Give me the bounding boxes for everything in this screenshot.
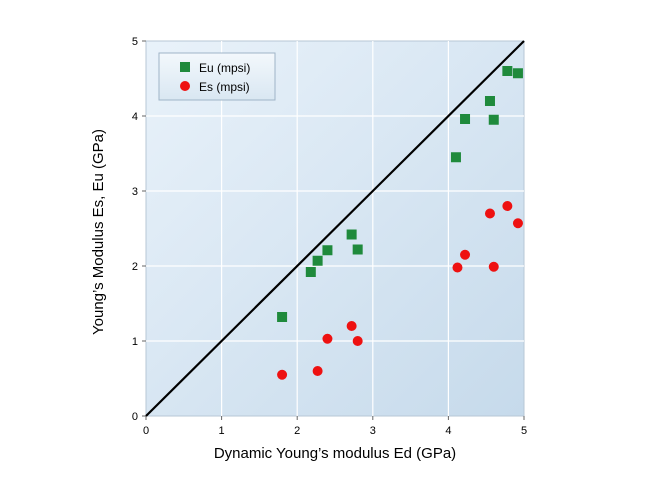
data-point-eu bbox=[502, 66, 513, 76]
y-tick-label: 2 bbox=[132, 261, 138, 273]
legend: Eu (mpsi) Es (mpsi) bbox=[158, 52, 276, 101]
y-tick-label: 4 bbox=[132, 111, 138, 123]
data-point-es bbox=[277, 369, 288, 380]
data-point-eu bbox=[352, 244, 363, 255]
data-point-es bbox=[312, 366, 323, 376]
data-point-eu bbox=[512, 68, 523, 79]
data-point-eu bbox=[488, 114, 499, 125]
data-points bbox=[277, 66, 523, 380]
data-point-eu bbox=[277, 312, 288, 322]
legend-marker-es bbox=[180, 81, 190, 91]
y-tick-label: 3 bbox=[132, 186, 138, 198]
x-tick-label: 4 bbox=[445, 425, 451, 437]
x-tick-label: 0 bbox=[143, 425, 149, 437]
data-point-eu bbox=[305, 267, 316, 277]
y-tick-label: 5 bbox=[132, 36, 138, 48]
x-tick-label: 2 bbox=[294, 425, 300, 437]
legend-label-es: Es (mpsi) bbox=[199, 80, 250, 94]
data-point-es bbox=[452, 262, 463, 273]
data-point-es bbox=[512, 218, 523, 229]
data-point-eu bbox=[322, 245, 333, 256]
data-point-es bbox=[322, 333, 333, 344]
data-point-eu bbox=[346, 229, 357, 240]
legend-box bbox=[158, 52, 276, 101]
x-tick-label: 3 bbox=[370, 425, 376, 437]
data-point-es bbox=[484, 208, 495, 219]
y-tick-label: 1 bbox=[132, 336, 138, 348]
data-point-es bbox=[460, 249, 471, 260]
y-axis-label: Young’s Modulus Es, Eu (GPa) bbox=[90, 129, 107, 335]
legend-marker-eu bbox=[180, 62, 190, 72]
data-point-eu bbox=[450, 152, 461, 163]
reference-line-y-equals-x bbox=[145, 40, 525, 417]
x-tick-label: 1 bbox=[219, 425, 225, 437]
x-tick-label: 5 bbox=[521, 425, 527, 437]
data-point-es bbox=[352, 336, 363, 346]
legend-label-eu: Eu (mpsi) bbox=[199, 61, 250, 75]
data-point-es bbox=[502, 201, 513, 211]
tick-labels: 0 1 2 3 4 5 0 1 2 3 4 5 bbox=[132, 36, 527, 437]
data-point-es bbox=[488, 261, 499, 272]
data-point-eu bbox=[484, 96, 495, 106]
data-point-eu bbox=[460, 114, 471, 124]
data-point-eu bbox=[312, 255, 323, 266]
data-point-es bbox=[346, 321, 357, 331]
y-tick-label: 0 bbox=[132, 411, 138, 423]
x-axis-label: Dynamic Young’s modulus Ed (GPa) bbox=[214, 445, 456, 462]
